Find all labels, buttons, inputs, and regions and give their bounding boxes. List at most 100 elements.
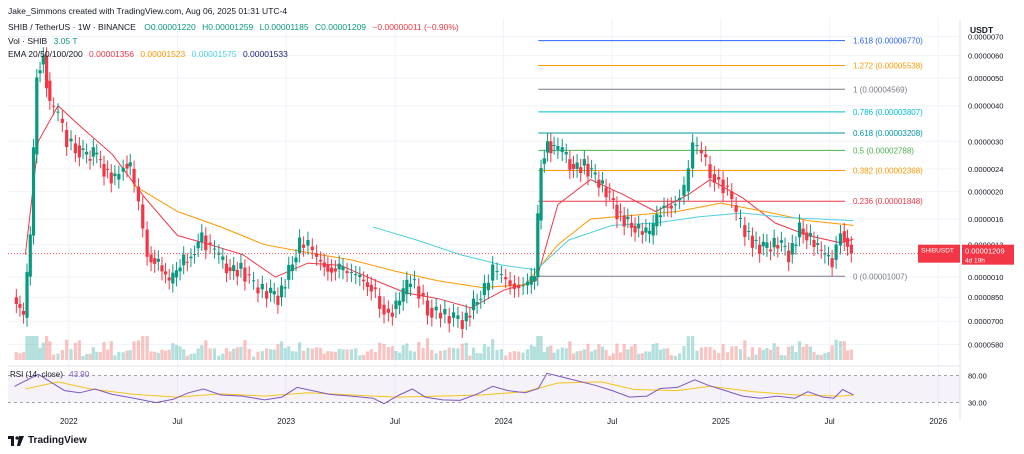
candle-body[interactable] (593, 172, 597, 175)
candle-body[interactable] (790, 242, 794, 255)
candle-body[interactable] (35, 77, 39, 155)
candle-body[interactable] (21, 310, 26, 315)
candle-body[interactable] (499, 274, 503, 276)
candle-body[interactable] (842, 231, 846, 243)
candle-body[interactable] (235, 269, 239, 277)
candle-body[interactable] (401, 288, 405, 302)
candle-body[interactable] (14, 297, 18, 305)
candle-body[interactable] (805, 232, 809, 241)
candle-body[interactable] (256, 287, 260, 294)
candle-body[interactable] (779, 240, 784, 243)
candle-body[interactable] (529, 276, 533, 285)
candle-body[interactable] (132, 168, 136, 184)
candle-body[interactable] (604, 187, 608, 198)
candle-body[interactable] (532, 276, 537, 281)
candle-body[interactable] (536, 213, 540, 278)
candle-body[interactable] (666, 206, 670, 208)
candle-body[interactable] (319, 259, 323, 262)
candle-body[interactable] (552, 145, 556, 147)
candle-body[interactable] (618, 211, 623, 213)
candle-body[interactable] (434, 306, 438, 311)
candle-body[interactable] (662, 205, 666, 208)
candle-body[interactable] (456, 315, 460, 319)
candle-body[interactable] (754, 239, 758, 241)
candle-body[interactable] (560, 147, 564, 153)
candle-body[interactable] (279, 285, 284, 298)
candle-body[interactable] (386, 308, 390, 313)
candle-body[interactable] (69, 138, 73, 142)
candle-body[interactable] (141, 204, 145, 229)
candle-body[interactable] (761, 241, 765, 247)
candle-body[interactable] (475, 302, 479, 305)
candle-body[interactable] (471, 298, 476, 311)
candle-body[interactable] (60, 118, 64, 123)
candle-body[interactable] (378, 296, 382, 309)
candle-body[interactable] (294, 257, 298, 263)
candle-body[interactable] (228, 267, 232, 272)
candle-body[interactable] (626, 216, 630, 220)
candle-body[interactable] (579, 167, 583, 174)
candle-body[interactable] (333, 268, 337, 272)
candle-body[interactable] (794, 244, 798, 246)
candle-body[interactable] (247, 274, 251, 276)
candle-body[interactable] (337, 263, 341, 270)
candle-body[interactable] (451, 312, 456, 318)
candle-body[interactable] (812, 240, 816, 247)
candle-body[interactable] (571, 164, 576, 169)
volume-legend[interactable]: Vol · SHIB 3.05 T (8, 36, 78, 46)
candle-body[interactable] (208, 242, 212, 245)
candle-body[interactable] (644, 227, 648, 233)
candle-body[interactable] (77, 145, 81, 158)
candle-body[interactable] (633, 225, 637, 233)
candle-body[interactable] (686, 168, 690, 192)
candle-body[interactable] (421, 292, 425, 296)
ema-line[interactable] (373, 212, 854, 271)
candle-body[interactable] (637, 224, 641, 229)
candle-body[interactable] (556, 145, 560, 150)
candle-body[interactable] (121, 167, 125, 172)
candle-body[interactable] (18, 304, 22, 308)
candle-body[interactable] (819, 249, 823, 251)
candle-body[interactable] (163, 271, 168, 275)
candle-body[interactable] (826, 255, 831, 257)
candle-body[interactable] (260, 283, 264, 290)
candle-body[interactable] (113, 173, 117, 177)
candle-body[interactable] (252, 280, 256, 282)
candle-body[interactable] (491, 264, 495, 281)
candle-body[interactable] (539, 167, 543, 221)
candle-body[interactable] (171, 272, 175, 284)
candle-body[interactable] (479, 299, 483, 301)
candle-body[interactable] (326, 265, 330, 272)
candle-body[interactable] (772, 237, 776, 248)
candle-body[interactable] (615, 204, 619, 220)
candle-body[interactable] (41, 55, 45, 65)
candle-body[interactable] (589, 168, 594, 170)
candle-body[interactable] (232, 265, 236, 272)
candle-body[interactable] (145, 229, 149, 257)
candle-body[interactable] (717, 176, 721, 180)
candle-body[interactable] (438, 312, 443, 319)
candle-body[interactable] (200, 232, 204, 242)
candle-body[interactable] (525, 281, 530, 286)
candle-body[interactable] (801, 228, 805, 235)
candle-body[interactable] (468, 315, 472, 318)
candle-body[interactable] (849, 244, 853, 254)
candle-body[interactable] (117, 173, 121, 180)
candle-body[interactable] (830, 258, 834, 268)
candle-body[interactable] (189, 256, 193, 259)
candle-body[interactable] (408, 283, 413, 287)
candle-body[interactable] (349, 272, 354, 274)
candle-body[interactable] (38, 70, 42, 74)
candle-body[interactable] (787, 250, 791, 263)
candle-body[interactable] (460, 320, 464, 329)
candle-body[interactable] (691, 142, 695, 169)
candle-body[interactable] (564, 152, 568, 155)
ema-legend[interactable]: EMA 20/50/100/200 0.00001356 0.00001523 … (8, 49, 288, 59)
candle-body[interactable] (651, 223, 655, 236)
candle-body[interactable] (482, 283, 486, 296)
candle-body[interactable] (322, 262, 326, 268)
candle-body[interactable] (44, 55, 49, 89)
candle-body[interactable] (298, 237, 302, 254)
candle-body[interactable] (369, 284, 373, 292)
